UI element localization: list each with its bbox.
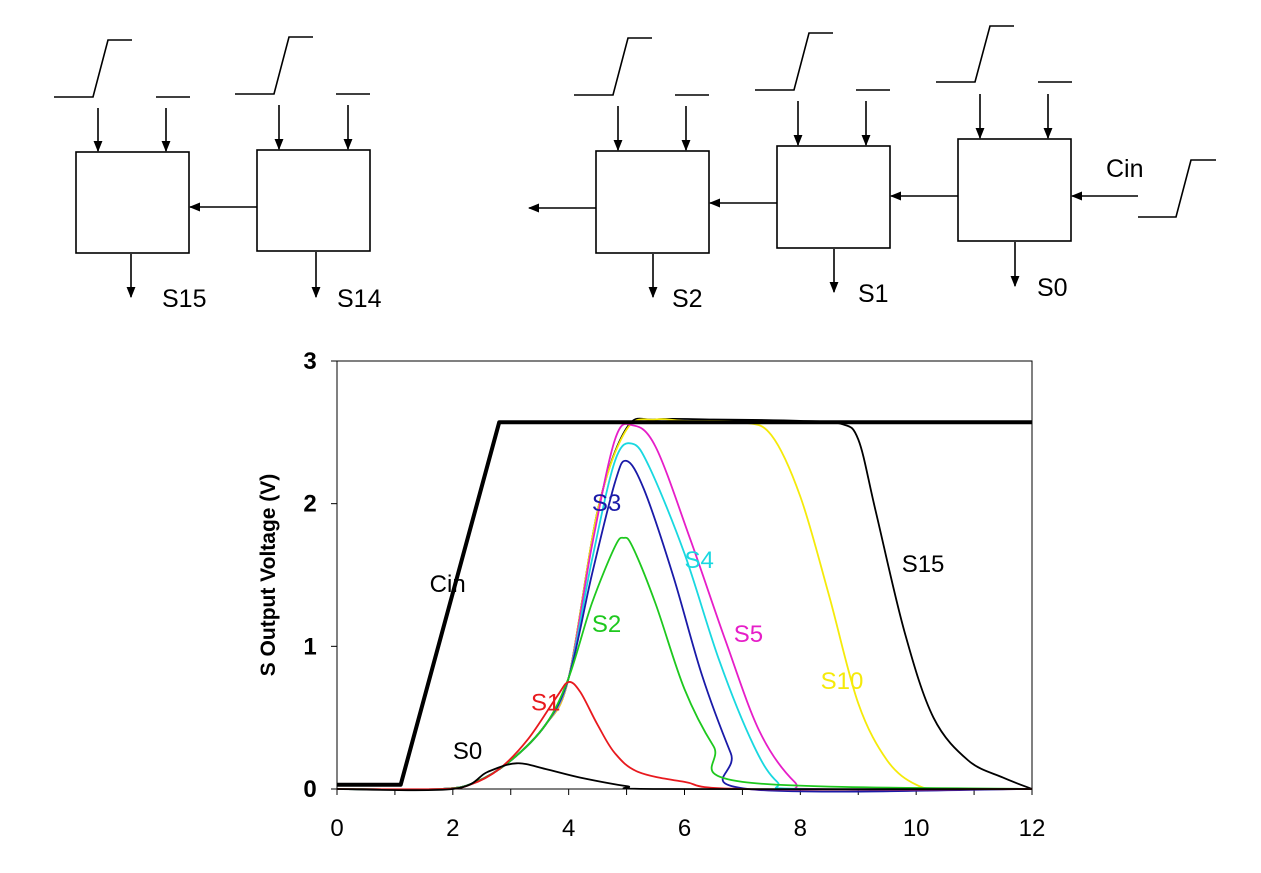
step-input-waveform [235, 36, 313, 95]
y-tick-label: 3 [303, 348, 316, 375]
step-input-waveform [54, 39, 132, 98]
x-tick-label: 4 [562, 815, 575, 842]
y-tick-label: 2 [303, 491, 316, 518]
cell-label-s15: S15 [162, 285, 206, 313]
x-tick-label: 0 [330, 815, 343, 842]
y-tick-label: 1 [303, 633, 316, 660]
carry-in-label: Cin [1106, 155, 1144, 183]
curve-label-cin: Cin [430, 571, 466, 598]
x-axis: 0 2 4 6 8 10 12 [330, 789, 1045, 842]
series-line-s0 [336, 762, 1033, 792]
curve-label-s15: S15 [902, 551, 945, 578]
ripple-carry-adder-diagram [54, 25, 1216, 299]
y-tick-label: 0 [303, 776, 316, 803]
adder-cell-s2 [527, 37, 710, 299]
adder-cell-s14 [188, 36, 371, 299]
y-axis: 0 1 2 3 [303, 348, 337, 803]
curve-label-s0: S0 [453, 738, 482, 765]
curve-label-s1: S1 [531, 690, 560, 717]
curve-label-s5: S5 [734, 621, 763, 648]
carry-in-waveform [1138, 159, 1216, 218]
x-tick-label: 2 [446, 815, 459, 842]
adder-cell-s15 [54, 39, 190, 299]
y-axis-label: S Output Voltage (V) [257, 474, 280, 677]
step-input-waveform [574, 37, 652, 96]
curve-label-s3: S3 [592, 490, 621, 517]
curve-label-s10: S10 [821, 668, 864, 695]
adder-cell-s0 [889, 25, 1216, 288]
x-tick-label: 6 [678, 815, 691, 842]
cell-label-s14: S14 [337, 285, 382, 313]
x-tick-label: 12 [1019, 815, 1046, 842]
diagram-labels: S15 S14 S2 S1 S0 Cin [162, 155, 1144, 313]
x-tick-label: 8 [794, 815, 807, 842]
adder-cell-s1 [708, 32, 891, 294]
step-input-waveform [936, 25, 1014, 83]
series-line-cin [337, 420, 1032, 787]
plot-area [336, 360, 1033, 790]
cell-label-s2: S2 [672, 285, 703, 313]
curve-label-s4: S4 [685, 547, 714, 574]
curve-labels: Cin S0 S1 S2 S3 S4 S5 S10 S15 [430, 490, 945, 765]
curve-label-s2: S2 [592, 611, 621, 638]
cell-label-s1: S1 [858, 280, 889, 308]
cell-label-s0: S0 [1037, 274, 1068, 302]
step-input-waveform [755, 32, 833, 91]
x-tick-label: 10 [903, 815, 930, 842]
series-layer [336, 417, 1033, 793]
